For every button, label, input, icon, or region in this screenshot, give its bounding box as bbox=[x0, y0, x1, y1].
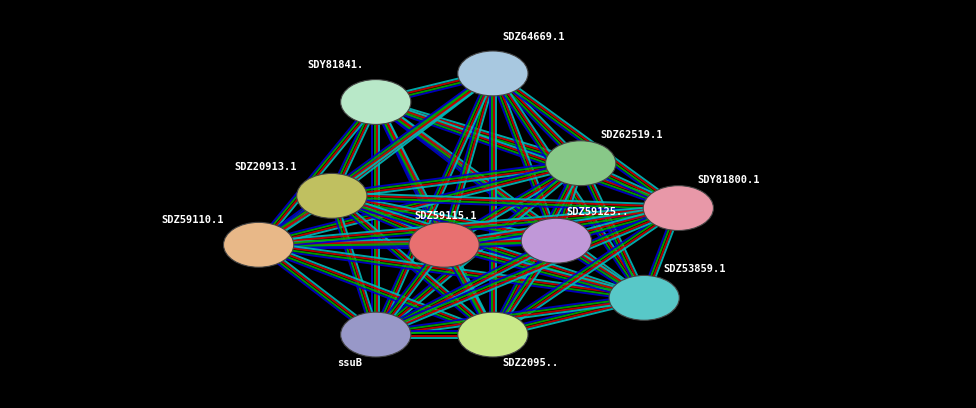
Ellipse shape bbox=[341, 312, 411, 357]
Ellipse shape bbox=[409, 222, 479, 267]
Ellipse shape bbox=[521, 218, 591, 263]
Ellipse shape bbox=[609, 275, 679, 320]
Text: SDZ59110.1: SDZ59110.1 bbox=[161, 215, 224, 225]
Text: SDY81841.: SDY81841. bbox=[307, 60, 364, 70]
Ellipse shape bbox=[458, 312, 528, 357]
Text: ssuB: ssuB bbox=[337, 358, 362, 368]
Ellipse shape bbox=[458, 51, 528, 96]
Text: SDZ59115.1: SDZ59115.1 bbox=[415, 211, 477, 221]
Text: SDZ64669.1: SDZ64669.1 bbox=[503, 32, 565, 42]
Ellipse shape bbox=[341, 80, 411, 124]
Ellipse shape bbox=[546, 141, 616, 186]
Text: SDZ59125..: SDZ59125.. bbox=[566, 207, 629, 217]
Text: SDZ53859.1: SDZ53859.1 bbox=[664, 264, 726, 274]
Text: SDZ20913.1: SDZ20913.1 bbox=[234, 162, 297, 172]
Ellipse shape bbox=[643, 186, 713, 231]
Ellipse shape bbox=[297, 173, 367, 218]
Text: SDZ62519.1: SDZ62519.1 bbox=[600, 130, 663, 140]
Text: SDY81800.1: SDY81800.1 bbox=[698, 175, 760, 184]
Text: SDZ2095..: SDZ2095.. bbox=[503, 358, 559, 368]
Ellipse shape bbox=[224, 222, 294, 267]
